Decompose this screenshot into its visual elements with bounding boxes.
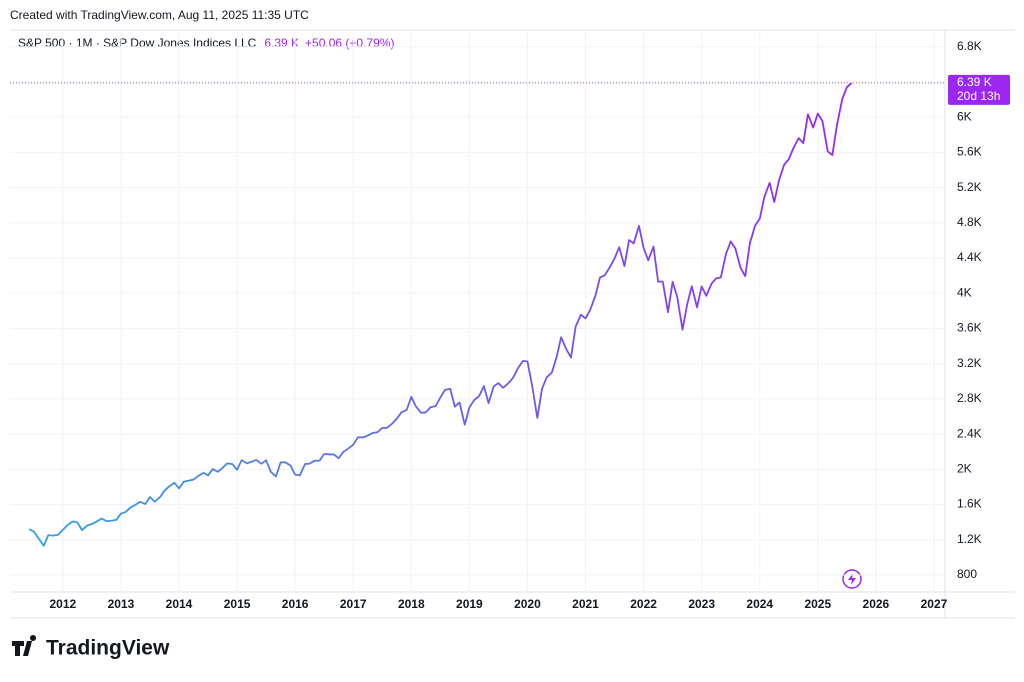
chart-title: S&P 500 · 1M · S&P Dow Jones Indices LLC… — [18, 36, 394, 50]
x-tick-label: 2022 — [630, 597, 657, 611]
y-tick-label: 4.4K — [957, 250, 982, 264]
brand-name: TradingView — [46, 637, 170, 660]
y-tick-label: 1.2K — [957, 532, 982, 546]
y-tick-label: 3.6K — [957, 321, 982, 335]
price-line-series — [28, 82, 853, 547]
y-tick-label: 2.4K — [957, 426, 982, 440]
price-badge — [948, 74, 1010, 105]
grid — [10, 30, 945, 592]
symbol-info: S&P 500 · 1M · S&P Dow Jones Indices LLC — [18, 36, 257, 50]
y-tick-label: 800 — [957, 567, 977, 581]
x-tick-label: 2018 — [398, 597, 425, 611]
y-tick-label: 4.8K — [957, 215, 982, 229]
x-tick-label: 2016 — [282, 597, 309, 611]
y-tick-label: 3.2K — [957, 356, 982, 370]
price-change: +50.06 (+0.79%) — [305, 36, 394, 50]
x-tick-label: 2017 — [340, 597, 367, 611]
y-tick-label: 6.8K — [957, 39, 982, 53]
last-price: 6.39 K — [264, 36, 299, 50]
x-tick-label: 2026 — [863, 597, 890, 611]
price-badge-countdown: 20d 13h — [957, 89, 1000, 103]
x-tick-label: 2024 — [746, 597, 773, 611]
x-tick-label: 2021 — [572, 597, 599, 611]
y-tick-label: 6K — [957, 109, 972, 123]
x-tick-label: 2020 — [514, 597, 541, 611]
alert-icon — [842, 569, 862, 589]
price-badge-value: 6.39 K — [957, 75, 992, 89]
created-note: Created with TradingView.com, Aug 11, 20… — [10, 8, 309, 22]
x-tick-label: 2013 — [108, 597, 135, 611]
x-tick-label: 2027 — [921, 597, 948, 611]
y-tick-label: 5.6K — [957, 145, 982, 159]
y-tick-label: 2K — [957, 462, 972, 476]
x-tick-label: 2012 — [49, 597, 76, 611]
y-tick-label: 2.8K — [957, 391, 982, 405]
x-tick-label: 2014 — [166, 597, 193, 611]
x-tick-label: 2023 — [688, 597, 715, 611]
x-tick-label: 2025 — [804, 597, 831, 611]
x-tick-label: 2015 — [224, 597, 251, 611]
y-tick-label: 4K — [957, 285, 972, 299]
x-tick-label: 2019 — [456, 597, 483, 611]
y-tick-label: 1.6K — [957, 497, 982, 511]
y-tick-label: 5.2K — [957, 180, 982, 194]
logo: TradingView — [12, 635, 170, 660]
